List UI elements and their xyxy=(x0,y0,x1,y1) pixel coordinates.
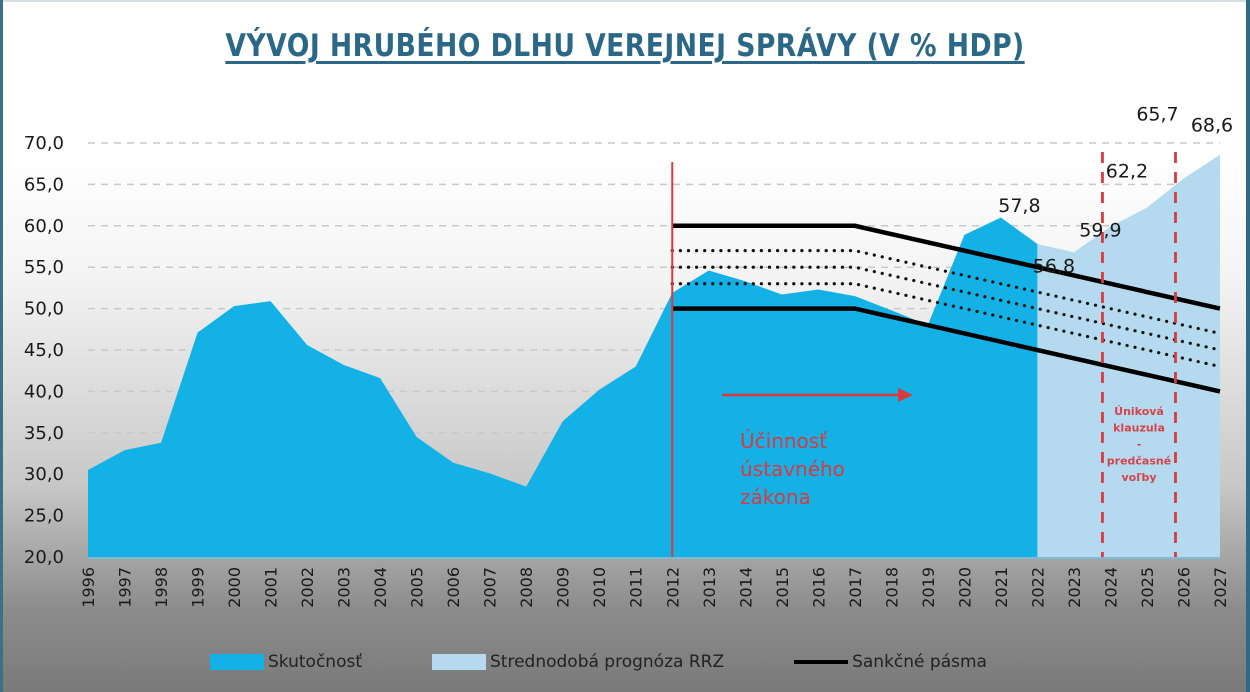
x-tick-label: 2020 xyxy=(955,567,974,608)
x-tick-label: 2001 xyxy=(262,567,281,608)
data-label: 68,6 xyxy=(1191,115,1233,137)
actual-area xyxy=(88,217,1038,557)
legend-line-band xyxy=(794,660,849,664)
y-tick-label: 60,0 xyxy=(24,216,64,237)
chart-title: VÝVOJ HRUBÉHO DLHU VEREJNEJ SPRÁVY (V % … xyxy=(225,28,1025,64)
data-label: 56,8 xyxy=(1033,255,1075,277)
sanction-band-line xyxy=(672,223,1221,311)
frame-right-border xyxy=(1246,0,1250,692)
x-tick-label: 2000 xyxy=(225,567,244,608)
escape-clause-annotation-line: predčasné xyxy=(1107,455,1171,468)
y-tick-label: 40,0 xyxy=(24,381,64,402)
x-tick-label: 1996 xyxy=(79,567,98,608)
x-tick-label: 2012 xyxy=(663,567,682,608)
y-tick-label: 55,0 xyxy=(24,257,64,278)
x-tick-label: 2003 xyxy=(335,567,354,608)
x-tick-label: 1998 xyxy=(152,567,171,608)
x-tick-label: 2025 xyxy=(1138,567,1157,608)
legend-label-forecast: Strednodobá prognóza RRZ xyxy=(490,652,725,672)
x-tick-label: 2004 xyxy=(371,567,390,608)
x-tick-label: 2024 xyxy=(1101,567,1120,608)
x-tick-label: 2027 xyxy=(1211,567,1230,608)
x-tick-label: 2019 xyxy=(919,567,938,608)
x-tick-label: 2002 xyxy=(298,567,317,608)
x-tick-label: 2018 xyxy=(882,567,901,608)
escape-clause-annotation-line: - xyxy=(1137,438,1142,451)
data-labels: 57,8 56,859,9 62,2 65,7 68,6 xyxy=(998,104,1233,278)
y-tick-label: 65,0 xyxy=(24,174,64,195)
y-tick-label: 35,0 xyxy=(24,423,64,444)
escape-clause-annotation-line: Úniková xyxy=(1114,405,1164,418)
arrow-right-icon xyxy=(898,388,913,402)
x-tick-label: 2015 xyxy=(773,567,792,608)
x-tick-label: 2014 xyxy=(736,567,755,608)
legend-label-actual: Skutočnosť xyxy=(268,652,362,672)
annotations: Účinnosť ústavného zákona Úniková klauzula - p… xyxy=(722,388,1171,509)
y-tick-label: 70,0 xyxy=(24,133,64,154)
data-label: 65,7 xyxy=(1136,104,1178,126)
sanction-band-line xyxy=(672,306,1221,394)
x-tick-label: 2010 xyxy=(590,567,609,608)
x-tick-label: 2022 xyxy=(1028,567,1047,608)
frame-left-border xyxy=(0,0,3,692)
x-tick-label: 2006 xyxy=(444,567,463,608)
data-label: 59,9 xyxy=(1079,220,1121,242)
data-label: 62,2 xyxy=(1106,161,1148,183)
x-tick-label: 2021 xyxy=(992,567,1011,608)
legend-item-forecast[interactable]: Strednodobá prognóza RRZ xyxy=(432,652,724,672)
x-tick-label: 2016 xyxy=(809,567,828,608)
legend-item-actual[interactable]: Skutočnosť xyxy=(210,652,362,672)
data-label: 57,8 xyxy=(998,195,1040,217)
y-tick-label: 50,0 xyxy=(24,299,64,320)
y-tick-label: 20,0 xyxy=(24,547,64,568)
legend: Skutočnosť Strednodobá prognóza RRZ Sank… xyxy=(210,652,1027,672)
area-series xyxy=(88,154,1220,558)
x-tick-label: 2005 xyxy=(408,567,427,608)
escape-clause-annotation-line: voľby xyxy=(1121,471,1156,484)
legend-swatch-actual xyxy=(210,654,264,670)
law-annotation-line: Účinnosť xyxy=(740,429,827,453)
x-tick-label: 2023 xyxy=(1065,567,1084,608)
frame-top-border xyxy=(0,0,1250,2)
x-tick-label: 1997 xyxy=(116,567,135,608)
legend-swatch-forecast xyxy=(432,654,486,670)
x-tick-label: 2017 xyxy=(846,567,865,608)
escape-clause-annotation-line: klauzula xyxy=(1113,422,1165,435)
x-tick-label: 2011 xyxy=(627,567,646,608)
y-tick-label: 45,0 xyxy=(24,340,64,361)
y-tick-label: 25,0 xyxy=(24,506,64,527)
vertical-markers xyxy=(671,152,1177,557)
legend-item-band[interactable]: Sankčné pásma xyxy=(794,652,987,672)
x-axis: 1996 1997 1998 1999 2000 2001 2002 2003 2004 2005… xyxy=(79,557,1230,608)
x-tick-label: 2013 xyxy=(700,567,719,608)
y-axis: 20,0 25,0 30,0 35,0 40,0 45,0 50,0 55,0 60,0 65,0… xyxy=(24,133,64,568)
x-tick-label: 2026 xyxy=(1174,567,1193,608)
law-annotation-line: zákona xyxy=(740,485,811,509)
x-tick-label: 2008 xyxy=(517,567,536,608)
law-annotation-line: ústavného xyxy=(740,457,845,481)
x-tick-label: 2009 xyxy=(554,567,573,608)
x-tick-label: 1999 xyxy=(189,567,208,608)
legend-label-band: Sankčné pásma xyxy=(852,652,987,672)
x-tick-label: 2007 xyxy=(481,567,500,608)
sanction-bands xyxy=(670,223,1222,394)
y-tick-label: 30,0 xyxy=(24,464,64,485)
